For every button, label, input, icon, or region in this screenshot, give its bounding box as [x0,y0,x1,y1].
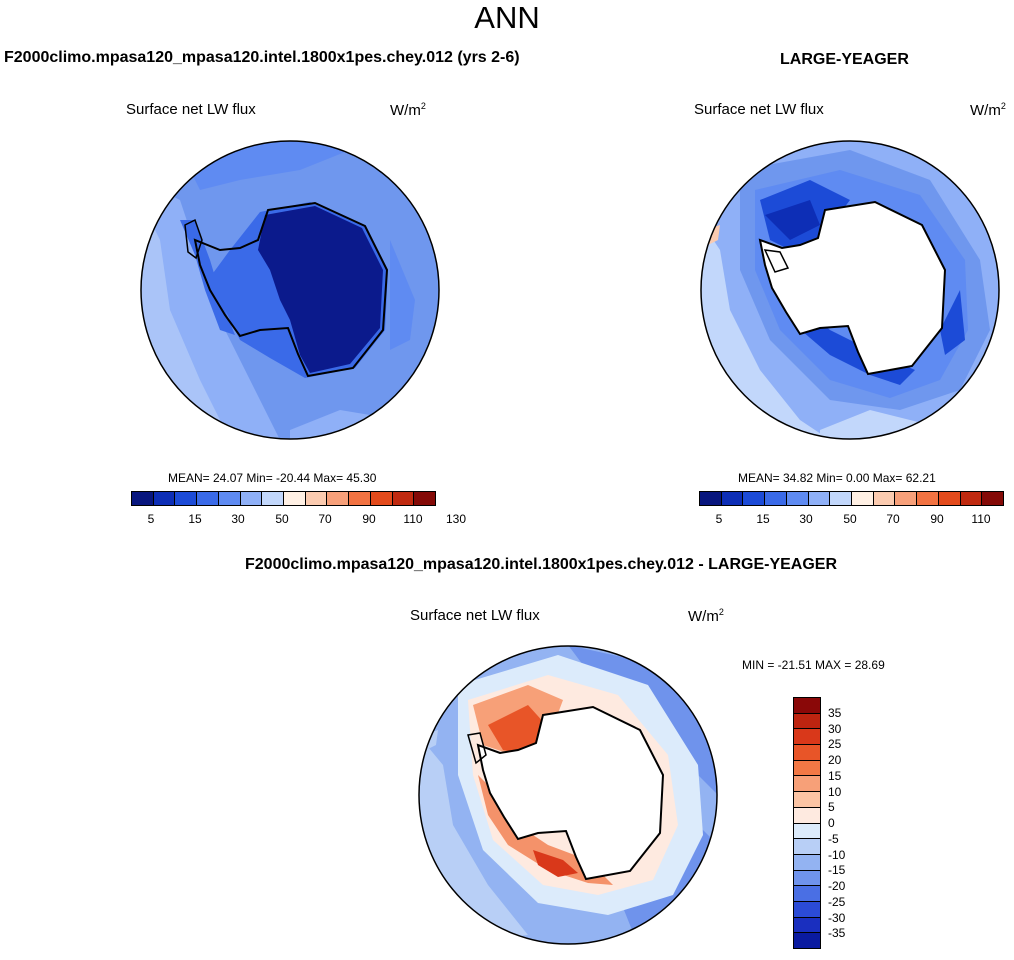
panel3-swatch [794,807,820,824]
panel2-variable: Surface net LW flux [694,101,824,118]
panel1-colorbar [131,491,436,506]
panel3-swatch [794,839,820,855]
main-title: ANN [474,0,540,35]
panel3-units: W/m2 [688,607,724,625]
panel1-swatch [262,492,285,505]
colorbar-label: 70 [886,512,900,526]
panel2-swatch [938,492,961,505]
panel3-swatch [794,854,820,871]
panel3-stats: MIN = -21.51 MAX = 28.69 [742,658,885,672]
panel3-colorbar-labels: 35 30 25 20 15 10 5 0 -5 -10 -15 -20 -25… [828,697,868,949]
colorbar-label: 15 [756,512,770,526]
panel1-units: W/m2 [390,101,426,119]
panel3-swatch [794,917,820,934]
panel1-swatch [284,492,306,505]
panel2-swatch [960,492,983,505]
panel3-swatch [794,713,820,730]
panel3-swatch [794,823,820,840]
panel2-swatch [700,492,722,505]
panel2-swatch [852,492,874,505]
panel1-swatch [414,492,436,505]
panel2-swatch [743,492,766,505]
panel1-swatch [197,492,219,505]
panel2-units: W/m2 [970,101,1006,119]
panel1-swatch [349,492,371,505]
colorbar-label: 50 [275,512,289,526]
panel3-swatch [794,870,820,887]
colorbar-label: 15 [188,512,202,526]
colorbar-label: 5 [828,800,835,815]
colorbar-label: -20 [828,879,846,893]
colorbar-label: 70 [318,512,332,526]
panel2-swatch [830,492,853,505]
panel2-map [700,140,1000,440]
panel2-swatch [917,492,939,505]
panel3-swatch [794,776,820,793]
panel1-swatch [175,492,198,505]
panel2-swatch [982,492,1004,505]
panel3-swatch [794,760,820,777]
panel2-swatch [765,492,787,505]
panel3-swatch [794,886,820,902]
panel3-swatch [794,745,820,761]
panel1-title: F2000climo.mpasa120_mpasa120.intel.1800x… [4,49,520,66]
panel3-colorbar [793,697,821,949]
panel1-stats: MEAN= 24.07 Min= -20.44 Max= 45.30 [168,471,377,485]
colorbar-label: -25 [828,894,846,909]
panel2-swatch [895,492,918,505]
colorbar-label: -5 [828,831,839,846]
panel1-swatch [153,492,176,505]
panel3-variable: Surface net LW flux [410,607,540,624]
panel3-map [418,645,718,945]
panel3-title: F2000climo.mpasa120_mpasa120.intel.1800x… [245,556,838,573]
panel3-swatch [794,792,820,808]
colorbar-label: 110 [971,512,991,526]
panel1-colorbar-labels: 5 15 30 50 70 90 110 130 [131,512,466,528]
colorbar-label: 50 [843,512,857,526]
panel2-swatch [873,492,896,505]
colorbar-label: -15 [828,863,846,878]
colorbar-label: -35 [828,926,846,941]
panel2-swatch [786,492,809,505]
panel2-swatch [808,492,831,505]
colorbar-label: 5 [147,512,155,526]
panel3-swatch [794,729,820,746]
panel3-swatch [794,901,820,918]
colorbar-label: 130 [445,512,467,526]
colorbar-label: 35 [828,705,842,720]
panel2-title: LARGE-YEAGER [780,51,909,68]
panel1-swatch [305,492,328,505]
panel2-swatch [721,492,744,505]
colorbar-label: 5 [715,512,723,526]
colorbar-label: 30 [828,721,842,736]
colorbar-label: 90 [362,512,376,526]
panel1-swatch [218,492,241,505]
colorbar-label: -30 [828,910,846,925]
colorbar-label: 30 [231,512,245,526]
panel3-swatch [794,933,820,948]
colorbar-label: 15 [828,768,842,783]
panel2-colorbar [699,491,1004,506]
panel1-swatch [327,492,350,505]
panel1-swatch [240,492,263,505]
colorbar-label: 10 [828,784,842,799]
panel1-map [140,140,440,440]
panel3-swatch [794,698,820,714]
colorbar-label: 110 [403,512,423,526]
panel2-colorbar-labels: 5 15 30 50 70 90 110 130 [699,512,1014,528]
colorbar-label: -10 [828,847,846,862]
colorbar-label: 0 [828,816,835,830]
panel1-swatch [132,492,154,505]
colorbar-label: 30 [799,512,813,526]
panel2-stats: MEAN= 34.82 Min= 0.00 Max= 62.21 [738,471,936,485]
colorbar-label: 25 [828,737,842,752]
colorbar-label: 90 [930,512,944,526]
panel1-swatch [392,492,415,505]
panel1-swatch [370,492,393,505]
colorbar-label: 20 [828,753,842,767]
panel1-variable: Surface net LW flux [126,101,256,118]
